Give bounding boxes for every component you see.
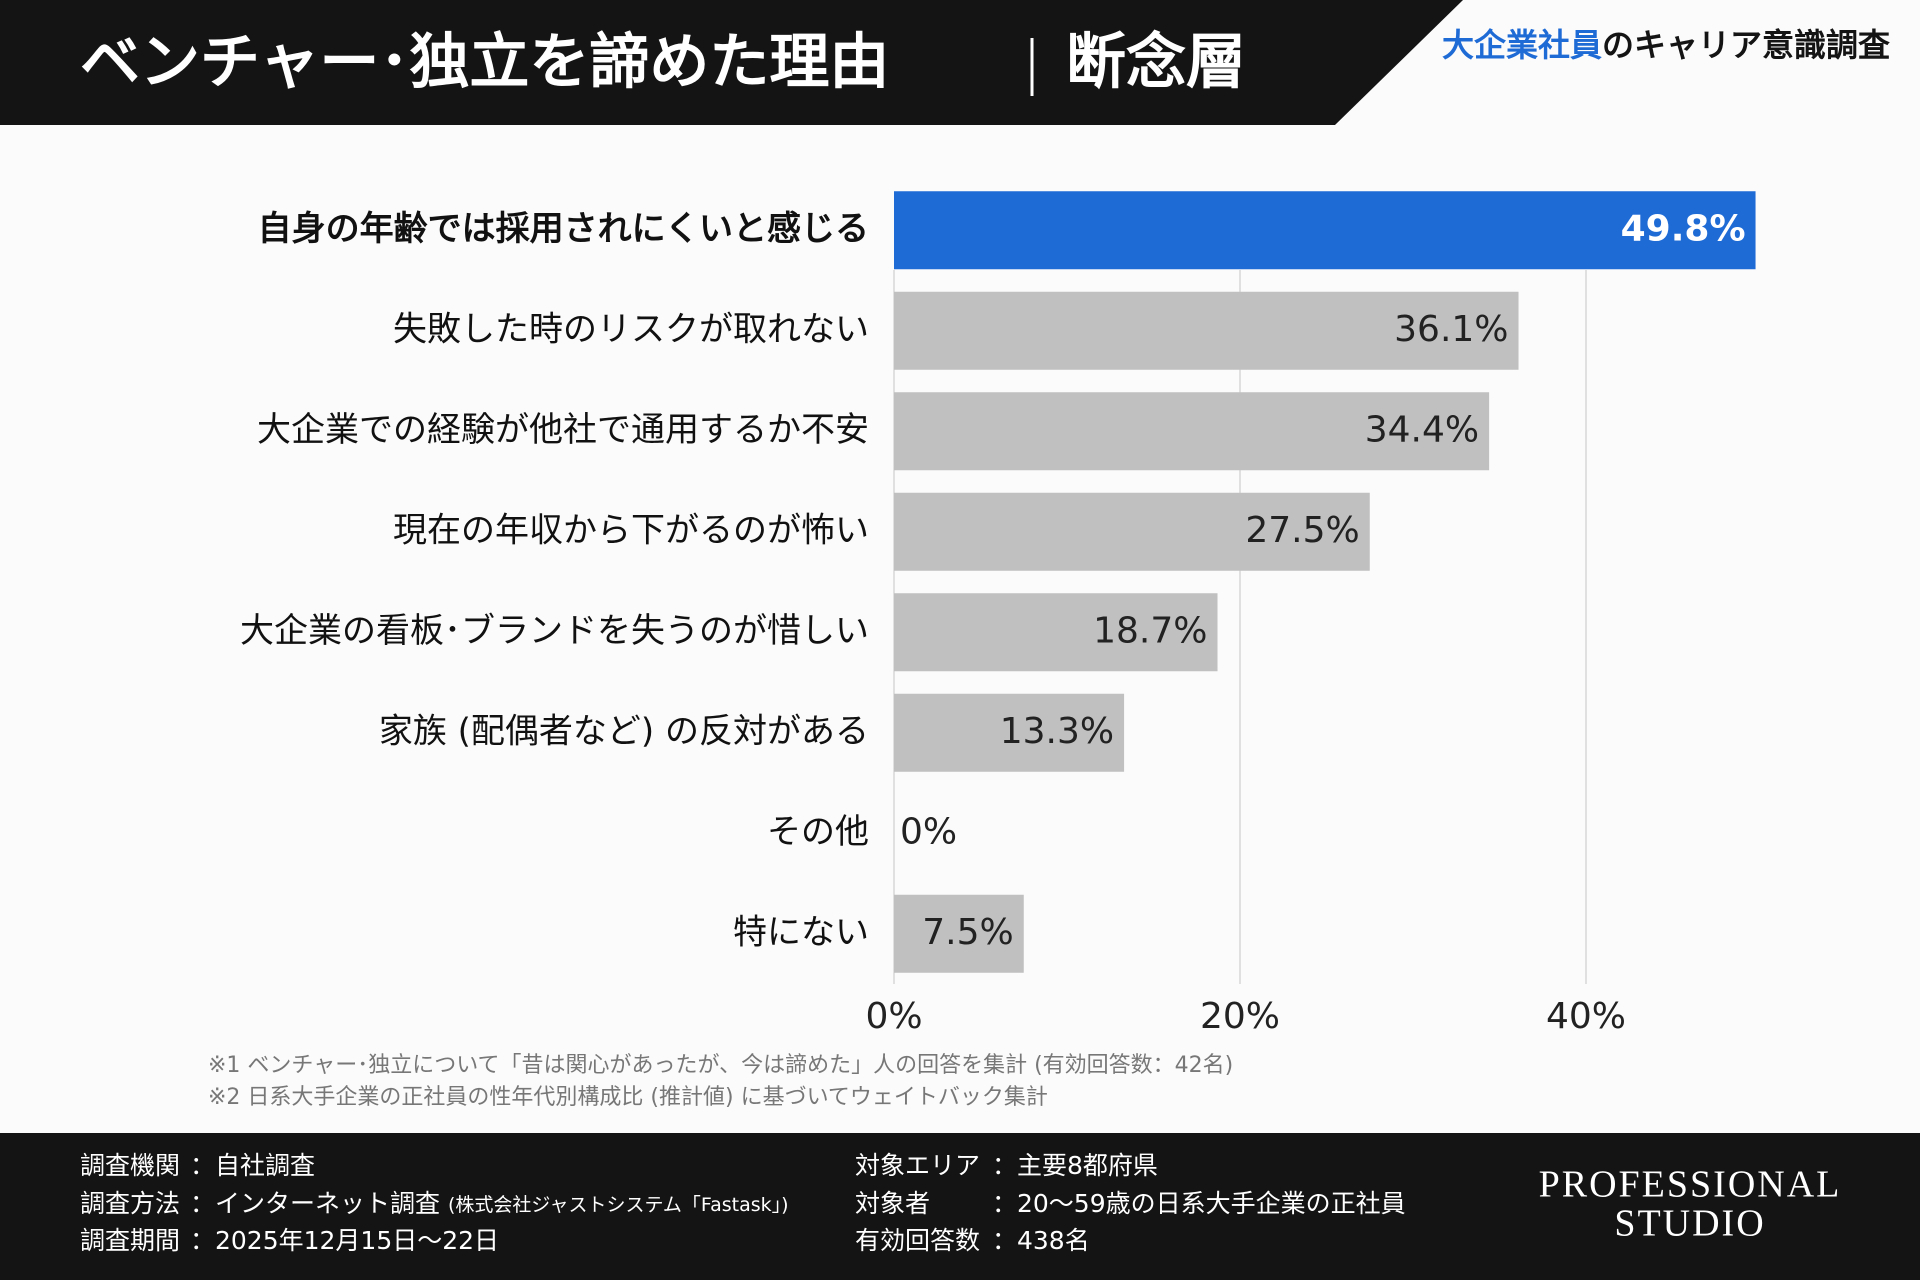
bar <box>894 593 1218 672</box>
value-label: 36.1% <box>1394 309 1508 350</box>
footer-value: ：20〜59歳の日系大手企業の正社員 <box>992 1189 1406 1218</box>
category-label: 大企業の看板･ブランドを失うのが惜しい <box>240 611 869 651</box>
footer-value-text: ：インターネット調査 <box>190 1189 440 1218</box>
footer-label: 調査機関 <box>80 1151 180 1180</box>
value-label: 34.4% <box>1365 409 1479 450</box>
bar <box>894 894 1024 973</box>
footer-band <box>0 1133 1920 1280</box>
header-band <box>0 0 1463 125</box>
note: ※2 日系大手企業の正社員の性年代別構成比 (推計値) に基づいてウェイトバック… <box>208 1085 1048 1110</box>
value-label: 49.8% <box>1621 208 1746 249</box>
footer-label: 対象者 <box>855 1189 930 1218</box>
footer-label: 調査方法 <box>80 1189 180 1218</box>
survey-highlight: 大企業社員 <box>1442 26 1602 64</box>
logo: PROFESSIONAL <box>1539 1164 1842 1206</box>
value-label: 27.5% <box>1245 510 1359 551</box>
chart: 0% 20% 40% 49.8% 自身の年齢では採用されにくいと感じる 36.1% 失敗した… <box>240 191 1756 1037</box>
footer-value: ：自社調査 <box>190 1151 315 1180</box>
value-label: 7.5% <box>922 912 1013 953</box>
footer-note: (株式会社ジャストシステム「Fastask」) <box>448 1194 789 1216</box>
bar <box>894 291 1519 370</box>
footer-value: ：インターネット調査 (株式会社ジャストシステム「Fastask」) <box>190 1189 789 1218</box>
bar <box>894 191 1756 270</box>
category-label: 失敗した時のリスクが取れない <box>393 309 869 349</box>
footer-label: 対象エリア <box>855 1151 980 1180</box>
footer-value-text: ：2025年12月15日〜22日 <box>190 1226 499 1255</box>
x-tick-label: 40% <box>1546 996 1626 1037</box>
value-label: 0% <box>900 811 957 852</box>
bar <box>894 392 1490 471</box>
footer-label: 調査期間 <box>80 1226 180 1255</box>
subtitle: 断念層 <box>1066 28 1246 98</box>
survey-name: 大企業社員のキャリア意識調査 <box>1442 26 1890 64</box>
footer-value-text: ：自社調査 <box>190 1151 315 1180</box>
bar <box>894 492 1370 571</box>
category-label: 現在の年収から下がるのが怖い <box>393 510 869 550</box>
category-label: 大企業での経験が他社で通用するか不安 <box>257 410 869 450</box>
survey-rest: のキャリア意識調査 <box>1602 26 1890 64</box>
logo: STUDIO <box>1614 1203 1765 1245</box>
x-tick-label: 0% <box>865 996 922 1037</box>
footer-value: ：438名 <box>992 1226 1090 1255</box>
footer-label: 有効回答数 <box>855 1226 980 1255</box>
x-tick-label: 20% <box>1200 996 1280 1037</box>
value-label: 13.3% <box>1000 711 1114 752</box>
title: ベンチャー･独立を諦めた理由 <box>80 28 889 98</box>
category-label: その他 <box>767 812 869 852</box>
category-label: 家族 (配偶者など) の反対がある <box>379 711 869 751</box>
footer-value: ：2025年12月15日〜22日 <box>190 1226 499 1255</box>
value-label: 18.7% <box>1093 610 1207 651</box>
category-label: 特にない <box>733 912 869 952</box>
note: ※1 ベンチャー･独立について「昔は関心があったが、今は諦めた」人の回答を集計 … <box>208 1053 1233 1078</box>
footer-value: ：主要8都府県 <box>992 1151 1158 1180</box>
category-label: 自身の年齢では採用されにくいと感じる <box>258 209 869 249</box>
bar <box>894 693 1125 772</box>
